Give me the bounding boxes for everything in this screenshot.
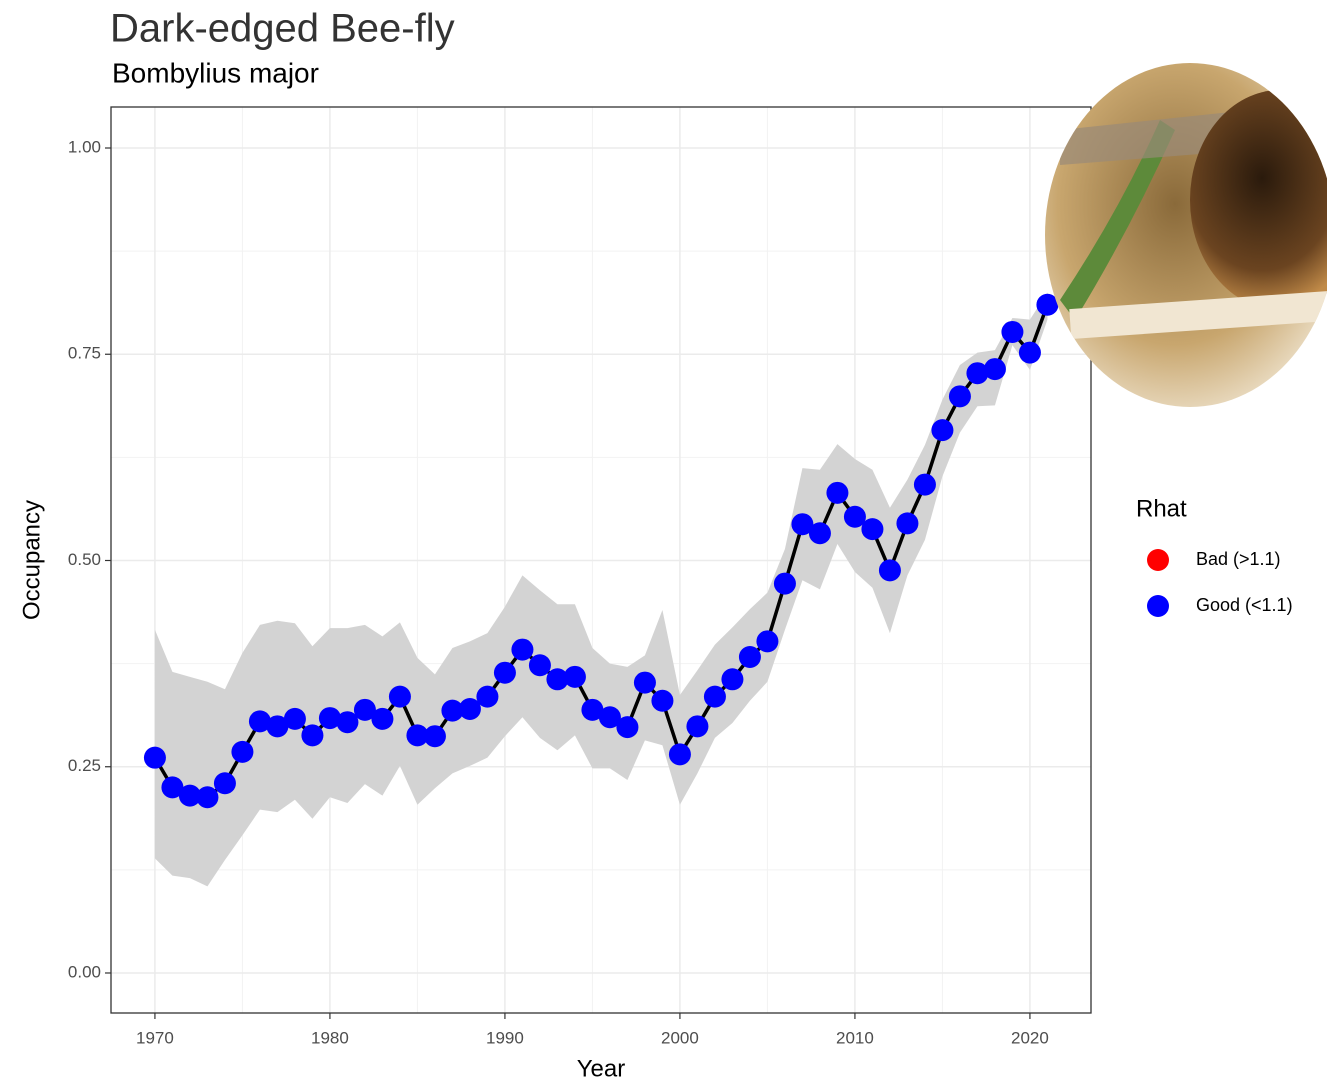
plot-area bbox=[111, 107, 1091, 1013]
data-point bbox=[721, 668, 743, 690]
x-tick-label: 2010 bbox=[836, 1028, 874, 1047]
y-tick-label: 0.50 bbox=[68, 550, 101, 569]
data-point bbox=[651, 690, 673, 712]
data-point bbox=[214, 772, 236, 794]
data-point bbox=[949, 385, 971, 407]
y-tick-label: 1.00 bbox=[68, 137, 101, 156]
x-tick-label: 1970 bbox=[136, 1028, 174, 1047]
data-point bbox=[494, 662, 516, 684]
data-point bbox=[231, 741, 253, 763]
data-point bbox=[686, 715, 708, 737]
data-point bbox=[826, 482, 848, 504]
data-point bbox=[879, 559, 901, 581]
data-point bbox=[774, 573, 796, 595]
x-tick-label: 2000 bbox=[661, 1028, 699, 1047]
data-point bbox=[914, 474, 936, 496]
data-point bbox=[896, 512, 918, 534]
data-point bbox=[861, 518, 883, 540]
data-point bbox=[809, 522, 831, 544]
data-point bbox=[756, 630, 778, 652]
data-point bbox=[704, 686, 726, 708]
data-point bbox=[616, 716, 638, 738]
y-tick-label: 0.25 bbox=[68, 756, 101, 775]
legend-label: Good (<1.1) bbox=[1196, 595, 1293, 615]
x-tick-label: 2020 bbox=[1011, 1028, 1049, 1047]
data-point bbox=[739, 646, 761, 668]
data-point bbox=[389, 686, 411, 708]
x-tick-label: 1980 bbox=[311, 1028, 349, 1047]
data-point bbox=[529, 654, 551, 676]
legend-swatch bbox=[1147, 549, 1169, 571]
legend-label: Bad (>1.1) bbox=[1196, 549, 1281, 569]
x-axis-label: Year bbox=[577, 1055, 626, 1082]
data-point bbox=[196, 786, 218, 808]
data-point bbox=[1019, 342, 1041, 364]
data-point bbox=[931, 419, 953, 441]
data-point bbox=[564, 666, 586, 688]
legend-swatch bbox=[1147, 595, 1169, 617]
data-point bbox=[301, 724, 323, 746]
data-point bbox=[669, 743, 691, 765]
y-tick-label: 0.75 bbox=[68, 344, 101, 363]
data-point bbox=[634, 672, 656, 694]
data-point bbox=[371, 708, 393, 730]
data-point bbox=[476, 686, 498, 708]
chart-subtitle: Bombylius major bbox=[112, 57, 319, 88]
y-axis-label: Occupancy bbox=[18, 500, 45, 620]
data-point bbox=[144, 747, 166, 769]
x-tick-label: 1990 bbox=[486, 1028, 524, 1047]
chart-title: Dark-edged Bee-fly bbox=[110, 7, 455, 51]
legend-title: Rhat bbox=[1136, 495, 1187, 522]
y-tick-label: 0.00 bbox=[68, 962, 101, 981]
data-point bbox=[511, 639, 533, 661]
data-point bbox=[424, 725, 446, 747]
data-point bbox=[1001, 321, 1023, 343]
chart: Dark-edged Bee-fly Bombylius major Year … bbox=[0, 0, 1327, 1085]
data-point bbox=[984, 358, 1006, 380]
data-point bbox=[284, 708, 306, 730]
